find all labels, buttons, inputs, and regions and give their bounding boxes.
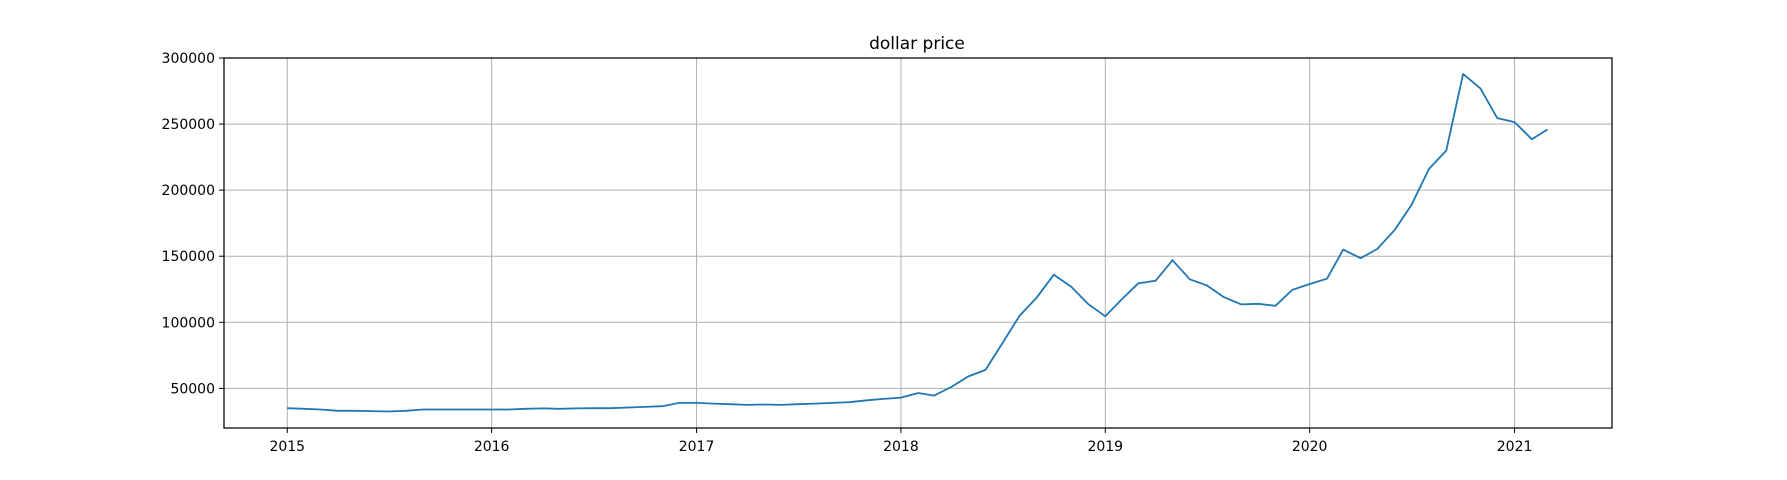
y-tick-label: 250000 (162, 117, 215, 133)
plot-area-frame (223, 57, 1613, 429)
x-tick-label: 2016 (474, 439, 510, 455)
x-tick-label: 2018 (883, 439, 919, 455)
y-tick-label: 200000 (162, 183, 215, 199)
x-tick-label: 2017 (679, 439, 715, 455)
x-axis-ticks: 2015 2016 2017 2018 2019 2020 2021 (269, 428, 1532, 455)
y-tick-label: 300000 (162, 51, 215, 67)
series-line (287, 73, 1549, 413)
x-tick-label: 2019 (1087, 439, 1123, 455)
y-tick-label: 50000 (170, 381, 215, 397)
x-tick-label: 2021 (1497, 439, 1533, 455)
y-tick-label: 150000 (162, 249, 215, 265)
x-tick-label: 2015 (269, 439, 305, 455)
y-tick-label: 100000 (162, 315, 215, 331)
y-axis-ticks: 50000 100000 150000 200000 250000 300000 (162, 51, 224, 397)
x-tick-label: 2020 (1292, 439, 1328, 455)
chart-title: dollar price (869, 34, 965, 54)
data-series (287, 73, 1549, 413)
